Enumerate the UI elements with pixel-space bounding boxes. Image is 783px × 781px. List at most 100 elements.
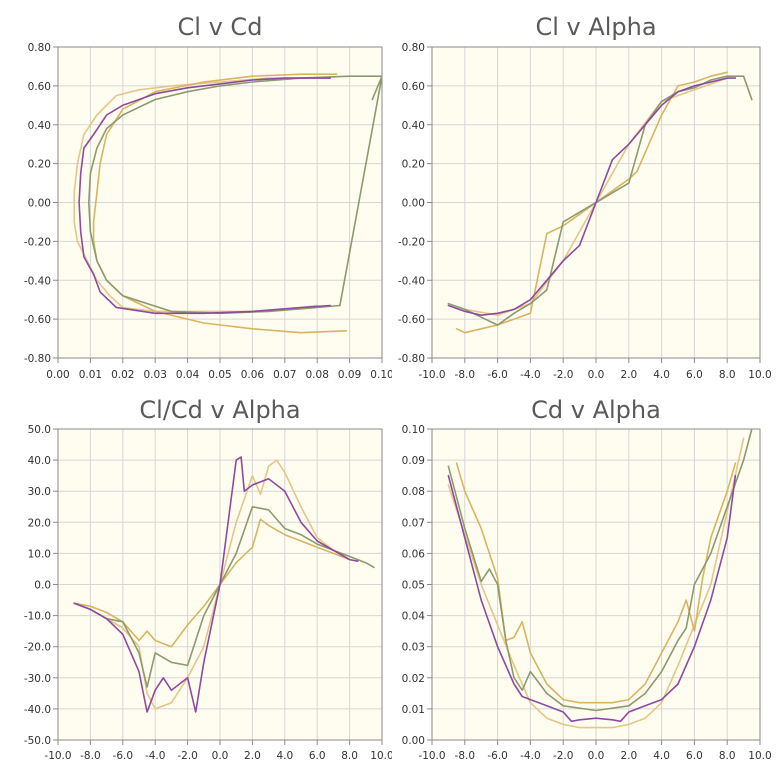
x-tick-label: 8.0 [719,369,736,381]
y-tick-label: 0.01 [402,704,425,716]
x-tick-label: 6.0 [686,750,703,762]
series-line-3 [92,73,348,334]
y-tick-label: 0.80 [402,42,425,54]
y-tick-label: 40.0 [28,455,51,467]
y-tick-label: 0.60 [402,81,425,93]
chart-svg: Cl v Cd 0.00 0.01 0.02 0.03 0.04 0.05 0.06 0.07 0… [24,13,392,381]
y-tick-label: 0.20 [28,159,51,171]
y-tick-label: 50.0 [28,424,51,436]
x-tick-label: 0.0 [588,750,605,762]
chart-title: Cd v Alpha [531,396,661,424]
x-tick-label: 10.0 [748,750,771,762]
y-tick-label: 0.05 [402,580,425,592]
x-tick-label: 0.06 [241,369,265,381]
y-tick-label: 0.40 [402,120,425,132]
y-tick-label: 20.0 [28,517,51,529]
x-tick-label: -10.0 [418,369,445,381]
plot-border [431,428,761,741]
chart-cl-v-alpha: Cl v Alpha -10.0 -8.0 -6.0 -4.0 -2.0 0.0 2.0 4.0… [391,0,783,389]
x-tick-label: 0.05 [208,369,231,381]
series-line-1 [78,77,331,315]
y-tick-label: 0.04 [402,611,426,623]
y-tick-label: 0.00 [28,198,51,210]
chart-cd-v-alpha: Cd v Alpha -10.0 -8.0 -6.0 -4.0 -2.0 0.0 2.0 4.0… [391,390,783,781]
series-line-1 [447,474,737,723]
x-tick-label: -2.0 [177,750,198,762]
x-tick-label: 0.0 [588,369,605,381]
x-tick-label: 0.09 [338,369,361,381]
y-tick-label: -0.20 [24,236,51,248]
series-line-3 [73,518,351,648]
chart-clcd-v-alpha: Cl/Cd v Alpha -10.0 -8.0 -6.0 -4.0 -2.0 0.0 2.0… [0,390,392,781]
x-tick-label: 6.0 [309,750,326,762]
y-tick-label: 0.40 [28,120,51,132]
series-line-3 [455,71,728,334]
y-tick-label: 0.09 [402,455,425,467]
y-tick-label: 0.10 [402,424,425,436]
y-tick-label: -0.40 [398,275,425,287]
plot-border [57,428,383,741]
y-tick-label: -50.0 [24,735,51,747]
series-line-2 [447,75,753,326]
y-tick-label: -0.40 [24,275,51,287]
y-tick-label: 0.06 [402,548,426,560]
x-tick-label: 2.0 [620,369,637,381]
x-tick-label: -2.0 [553,750,574,762]
y-tick-label: 0.07 [402,517,425,529]
chart-title: Cl/Cd v Alpha [139,396,300,424]
y-tick-label: 0.80 [28,42,51,54]
x-tick-label: 0.00 [46,369,69,381]
chart-svg: Cl v Alpha -10.0 -8.0 -6.0 -4.0 -2.0 0.0 2.0 4.0… [398,13,772,381]
x-tick-label: -6.0 [113,750,134,762]
series-line-1 [73,456,359,713]
x-tick-label: 0.07 [273,369,296,381]
x-tick-label: 10.0 [370,750,392,762]
y-tick-label: -0.60 [398,314,425,326]
x-tick-label: 2.0 [244,750,261,762]
x-tick-label: -8.0 [80,750,101,762]
chart-svg: Cd v Alpha -10.0 -8.0 -6.0 -4.0 -2.0 0.0 2.0 4.0… [402,396,772,762]
x-tick-label: -6.0 [487,750,508,762]
y-tick-label: 0.03 [402,642,425,654]
x-tick-label: 4.0 [276,750,293,762]
x-tick-label: 0.01 [79,369,102,381]
y-tick-label: 0.00 [402,735,425,747]
x-tick-label: -4.0 [520,369,541,381]
y-tick-label: -40.0 [24,704,51,716]
x-tick-label: 0.03 [144,369,167,381]
series-line-4 [447,437,745,729]
x-tick-label: -4.0 [520,750,541,762]
chart-cl-v-cd: Cl v Cd 0.00 0.01 0.02 0.03 0.04 0.05 0.06 0.07 0… [0,0,392,389]
plot-border [57,46,383,359]
y-tick-label: -10.0 [24,611,51,623]
x-tick-label: 6.0 [686,369,703,381]
y-tick-label: -30.0 [24,673,51,685]
x-tick-label: 4.0 [653,750,670,762]
y-tick-label: 0.60 [28,81,51,93]
x-tick-label: 0.08 [306,369,329,381]
y-tick-label: -20.0 [24,642,51,654]
x-tick-label: 0.02 [111,369,134,381]
y-tick-label: 0.20 [402,159,425,171]
x-tick-label: 0.0 [212,750,229,762]
chart-title: Cl v Alpha [535,13,656,41]
x-tick-label: 4.0 [653,369,670,381]
plot-border [431,46,761,359]
x-tick-label: 0.04 [176,369,200,381]
x-tick-label: -8.0 [455,369,476,381]
series-line-2 [447,429,753,712]
x-tick-label: -4.0 [145,750,166,762]
y-tick-label: 10.0 [28,548,51,560]
y-tick-label: 0.08 [402,486,425,498]
y-tick-label: 30.0 [28,486,51,498]
x-tick-label: -10.0 [418,750,445,762]
x-tick-label: 0.10 [370,369,392,381]
x-tick-label: -6.0 [487,369,508,381]
y-tick-label: 0.02 [402,673,425,685]
chart-svg: Cl/Cd v Alpha -10.0 -8.0 -6.0 -4.0 -2.0 0.0 2.0… [24,396,392,762]
y-tick-label: 0.00 [402,198,425,210]
y-tick-label: 0.0 [34,580,51,592]
x-tick-label: -10.0 [44,750,71,762]
x-tick-label: 8.0 [341,750,358,762]
x-tick-label: -2.0 [553,369,574,381]
